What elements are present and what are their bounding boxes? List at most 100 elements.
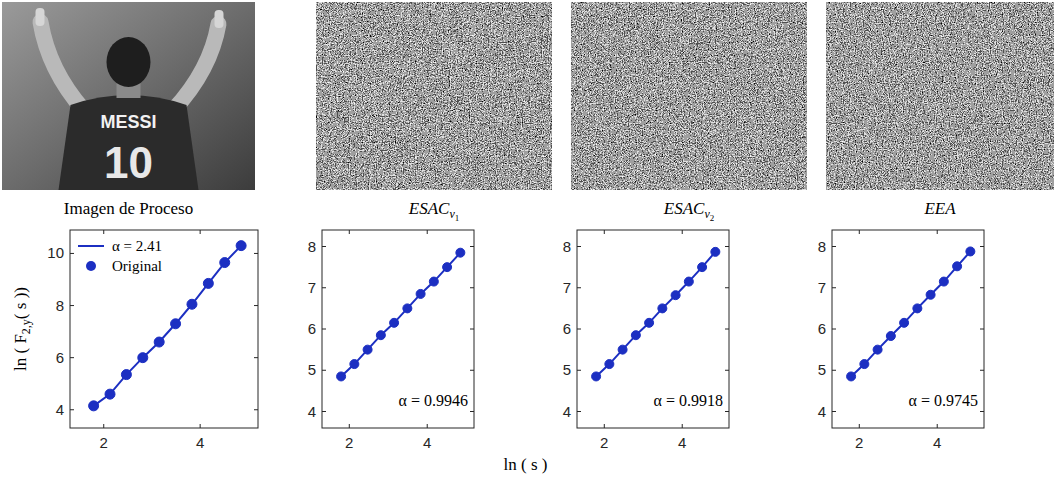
plot-area bbox=[70, 230, 258, 428]
plot-panel: 4567824α = 0.9946 bbox=[308, 230, 474, 451]
data-point bbox=[873, 345, 882, 354]
data-point bbox=[847, 372, 856, 381]
data-point bbox=[671, 291, 680, 300]
data-point bbox=[886, 332, 895, 341]
data-point bbox=[236, 241, 246, 251]
data-point bbox=[220, 258, 230, 268]
data-point bbox=[337, 372, 346, 381]
y-tick bbox=[577, 246, 581, 247]
data-point bbox=[138, 353, 148, 363]
caption-sub-subscript: 1 bbox=[455, 213, 460, 223]
data-point bbox=[966, 247, 975, 256]
x-tick-label: 4 bbox=[933, 434, 941, 451]
y-tick-label: 4 bbox=[818, 403, 826, 420]
x-tick-label: 4 bbox=[678, 434, 686, 451]
data-point bbox=[154, 337, 164, 347]
x-tick bbox=[859, 230, 860, 234]
plot-frame bbox=[577, 230, 729, 428]
data-point bbox=[900, 318, 909, 327]
y-tick-label: 8 bbox=[818, 238, 826, 255]
y-tick bbox=[980, 287, 984, 288]
annotation: α = 0.9918 bbox=[654, 392, 723, 409]
x-tick bbox=[349, 424, 350, 428]
y-tick-label: 4 bbox=[563, 403, 571, 420]
y-tick bbox=[980, 329, 984, 330]
caption-sub-subscript: 2 bbox=[710, 213, 715, 223]
plot-area bbox=[577, 230, 729, 428]
y-tick bbox=[832, 411, 836, 412]
x-tick-label: 2 bbox=[345, 434, 353, 451]
encrypted-image bbox=[571, 2, 807, 190]
head bbox=[107, 37, 151, 87]
data-point bbox=[618, 345, 627, 354]
data-group bbox=[847, 247, 975, 381]
y-tick-label: 5 bbox=[308, 361, 316, 378]
y-tick bbox=[322, 287, 326, 288]
data-point bbox=[698, 263, 707, 272]
data-point bbox=[658, 304, 667, 313]
data-point bbox=[939, 277, 948, 286]
data-point bbox=[711, 247, 720, 256]
y-tick bbox=[725, 329, 729, 330]
caption: EEA bbox=[923, 199, 956, 218]
y-tick-label: 6 bbox=[818, 320, 826, 337]
y-tick-label: 8 bbox=[56, 297, 64, 314]
legend-marker bbox=[86, 261, 96, 271]
data-point bbox=[456, 248, 465, 257]
y-tick-label: 7 bbox=[308, 279, 316, 296]
x-tick bbox=[349, 230, 350, 234]
data-point bbox=[605, 360, 614, 369]
series-line bbox=[341, 253, 460, 377]
caption-text: Imagen de Proceso bbox=[64, 199, 193, 218]
y-tick bbox=[832, 287, 836, 288]
data-point bbox=[203, 278, 213, 288]
legend-line bbox=[78, 245, 104, 247]
y-tick-label: 6 bbox=[308, 320, 316, 337]
data-point bbox=[592, 372, 601, 381]
data-point bbox=[171, 319, 181, 329]
x-tick-label: 4 bbox=[423, 434, 431, 451]
data-point bbox=[443, 263, 452, 272]
caption: ESACv2 bbox=[663, 199, 714, 223]
y-tick bbox=[470, 246, 474, 247]
data-point bbox=[926, 290, 935, 299]
plot-panel: 4567824α = 0.9745 bbox=[818, 230, 984, 451]
x-tick bbox=[859, 424, 860, 428]
data-point bbox=[416, 289, 425, 298]
data-point bbox=[860, 360, 869, 369]
data-group bbox=[337, 248, 465, 381]
encrypted-image bbox=[826, 2, 1054, 190]
y-tick bbox=[725, 246, 729, 247]
x-axis-title: ln ( s ) bbox=[504, 455, 548, 474]
data-point bbox=[121, 370, 131, 380]
y-tick-label: 5 bbox=[563, 361, 571, 378]
data-point bbox=[684, 277, 693, 286]
series-line bbox=[596, 252, 715, 377]
y-tick bbox=[470, 411, 474, 412]
annotation: α = 0.9946 bbox=[399, 392, 468, 409]
y-tick bbox=[725, 370, 729, 371]
y-tick-label: 4 bbox=[56, 401, 64, 418]
y-tick bbox=[725, 287, 729, 288]
arm bbox=[41, 22, 84, 110]
caption: ESACv1 bbox=[408, 199, 459, 223]
y-axis-title-subscript: 2,y bbox=[19, 319, 33, 334]
data-point bbox=[376, 331, 385, 340]
x-tick bbox=[682, 424, 683, 428]
legend: α = 2.41Original bbox=[78, 238, 162, 274]
arm bbox=[174, 24, 219, 110]
y-tick bbox=[577, 329, 581, 330]
x-tick bbox=[604, 424, 605, 428]
y-tick-label: 4 bbox=[308, 403, 316, 420]
y-tick bbox=[322, 329, 326, 330]
data-point bbox=[390, 318, 399, 327]
data-point bbox=[403, 304, 412, 313]
x-tick bbox=[103, 230, 104, 234]
data-point bbox=[187, 299, 197, 309]
plot-area bbox=[832, 230, 984, 428]
y-tick-label: 10 bbox=[47, 244, 64, 261]
data-point bbox=[631, 331, 640, 340]
torso bbox=[59, 95, 199, 190]
x-tick bbox=[200, 424, 201, 428]
data-group bbox=[592, 247, 720, 381]
